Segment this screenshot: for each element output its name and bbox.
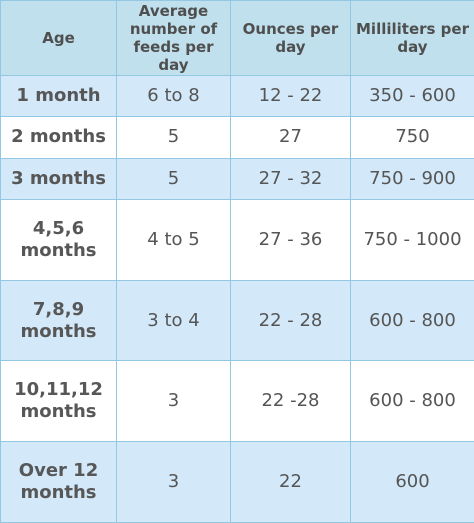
table-row: Over 12 months 3 22 600 [0,441,474,523]
table-row: 7,8,9 months 3 to 4 22 - 28 600 - 800 [0,279,474,362]
table-body: 1 month 6 to 8 12 - 22 350 - 600 2 months 5 27… [0,74,474,523]
table-row: 4,5,6 months 4 to 5 27 - 36 750 - 1000 [0,198,474,281]
age-cell: 7,8,9 months [0,279,117,362]
header-cell: Average number of feeds per day [116,0,231,76]
value-cell: 750 - 900 [350,157,474,200]
age-cell: 4,5,6 months [0,198,117,281]
value-cell: 5 [116,116,231,159]
age-cell: 10,11,12 months [0,360,117,443]
value-cell: 4 to 5 [116,198,231,281]
value-cell: 5 [116,157,231,200]
age-cell: Over 12 months [0,441,117,523]
value-cell: 27 - 36 [230,198,351,281]
age-cell: 1 month [0,74,117,118]
value-cell: 3 to 4 [116,279,231,362]
value-cell: 12 - 22 [230,74,351,118]
table-row: 3 months 5 27 - 32 750 - 900 [0,157,474,200]
value-cell: 6 to 8 [116,74,231,118]
table-row: 10,11,12 months 3 22 -28 600 - 800 [0,360,474,443]
age-cell: 2 months [0,116,117,159]
value-cell: 22 - 28 [230,279,351,362]
table-row: 2 months 5 27 750 [0,116,474,159]
value-cell: 22 [230,441,351,523]
header-cell: Ounces per day [230,0,351,76]
header-cell: Age [0,0,117,76]
value-cell: 600 - 800 [350,279,474,362]
value-cell: 3 [116,441,231,523]
value-cell: 750 - 1000 [350,198,474,281]
value-cell: 27 [230,116,351,159]
value-cell: 600 [350,441,474,523]
value-cell: 750 [350,116,474,159]
age-cell: 3 months [0,157,117,200]
value-cell: 350 - 600 [350,74,474,118]
value-cell: 27 - 32 [230,157,351,200]
table-row: 1 month 6 to 8 12 - 22 350 - 600 [0,74,474,118]
value-cell: 3 [116,360,231,443]
value-cell: 22 -28 [230,360,351,443]
value-cell: 600 - 800 [350,360,474,443]
header-row: Age Average number of feeds per day Ounces… [0,0,474,76]
header-cell: Milliliters per day [350,0,474,76]
